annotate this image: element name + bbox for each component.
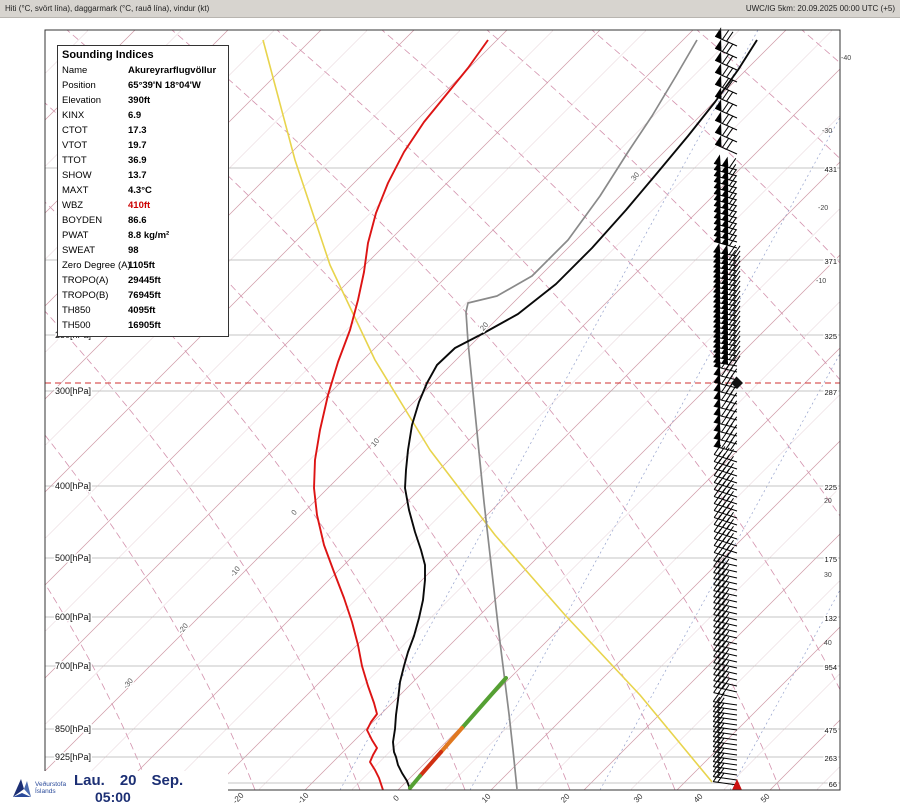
index-row: BOYDEN 86.6 <box>62 215 147 226</box>
svg-text:40: 40 <box>692 792 705 805</box>
svg-text:-20: -20 <box>818 205 828 212</box>
svg-text:175: 175 <box>824 555 837 564</box>
index-row: MAXT 4.3°C <box>62 185 152 196</box>
isotherm-grid <box>45 30 840 790</box>
index-row: CTOT 17.3 <box>62 125 147 136</box>
met-office-logo-icon <box>13 779 31 797</box>
svg-text:300[hPa]: 300[hPa] <box>55 386 91 396</box>
dewpoint-curve <box>313 39 489 790</box>
curves-layer <box>262 39 758 790</box>
svg-text:371: 371 <box>824 257 837 266</box>
index-row: Zero Degree (A) 1105ft <box>62 260 155 271</box>
svg-text:-40: -40 <box>841 55 851 62</box>
svg-text:50: 50 <box>759 792 772 805</box>
svg-text:225: 225 <box>824 483 837 492</box>
svg-text:132: 132 <box>824 614 837 623</box>
index-row: Position 65°39'N 18°04'W <box>62 80 201 91</box>
met-office-logo-text: Veðurstofa Íslands <box>35 780 67 795</box>
index-row: SWEAT 98 <box>62 245 139 256</box>
svg-text:850[hPa]: 850[hPa] <box>55 724 91 734</box>
model-run-text: UWC/IG 5km: 20.09.2025 00:00 UTC (+5) <box>745 4 895 13</box>
index-row: TTOT 36.9 <box>62 155 147 166</box>
index-row: SHOW 13.7 <box>62 170 147 181</box>
met-office-logo: Veðurstofa Íslands <box>12 777 66 799</box>
footer-time: 05:00 <box>95 789 131 805</box>
svg-text:600[hPa]: 600[hPa] <box>55 612 91 622</box>
indices-rows: Name Akureyrarflugvöllur Position 65°39'N 1… <box>62 63 225 333</box>
svg-text:700[hPa]: 700[hPa] <box>55 661 91 671</box>
svg-text:325: 325 <box>824 332 837 341</box>
plot-border <box>44 29 841 791</box>
svg-text:20: 20 <box>559 792 572 805</box>
temperature-curve <box>392 39 758 790</box>
legend-text: Hiti (°C, svört lína), daggarmark (°C, r… <box>5 4 210 13</box>
svg-text:-10: -10 <box>296 791 311 806</box>
moist-adiabat-curve <box>262 39 713 783</box>
svg-text:475: 475 <box>824 726 837 735</box>
cape-segment <box>418 750 443 778</box>
svg-text:30: 30 <box>824 572 832 579</box>
sounding-indices-panel: Sounding Indices Name Akureyrarflugvöllur… <box>57 45 229 337</box>
cape-segment <box>408 774 422 790</box>
svg-text:-20: -20 <box>231 791 246 806</box>
svg-text:263: 263 <box>824 754 837 763</box>
svg-text:0: 0 <box>289 508 299 517</box>
index-row: PWAT 8.8 kg/m² <box>62 230 170 241</box>
index-row: TROPO(B) 76945ft <box>62 290 161 301</box>
cape-segment <box>439 726 464 754</box>
index-row: TH500 16905ft <box>62 320 161 331</box>
cape-segment <box>460 676 508 730</box>
footer-bar: Veðurstofa Íslands Lau. 20 Sep. 05:00 <box>0 771 228 808</box>
svg-text:400[hPa]: 400[hPa] <box>55 481 91 491</box>
tropopause-marker <box>731 377 743 389</box>
wind-barb-column <box>712 27 743 790</box>
svg-text:500[hPa]: 500[hPa] <box>55 553 91 563</box>
index-row: TROPO(A) 29445ft <box>62 275 161 286</box>
svg-text:925[hPa]: 925[hPa] <box>55 752 91 762</box>
svg-text:431: 431 <box>824 165 837 174</box>
svg-text:287: 287 <box>824 388 837 397</box>
svg-text:954: 954 <box>824 663 837 672</box>
svg-text:40: 40 <box>824 640 832 647</box>
svg-text:20: 20 <box>824 498 832 505</box>
footer-day: Lau. <box>74 772 105 789</box>
index-row: WBZ 410ft <box>62 200 151 211</box>
svg-text:10: 10 <box>480 792 493 805</box>
index-row: TH850 4095ft <box>62 305 156 316</box>
index-row: KINX 6.9 <box>62 110 142 121</box>
svg-text:66: 66 <box>829 780 837 789</box>
svg-text:-10: -10 <box>816 278 826 285</box>
svg-text:0: 0 <box>391 793 401 803</box>
indices-title: Sounding Indices <box>62 49 154 61</box>
footer-month: Sep. <box>151 772 184 789</box>
index-row: Name Akureyrarflugvöllur <box>62 65 217 76</box>
footer-date: 20 <box>119 772 137 789</box>
surface-wind-marker <box>732 779 742 790</box>
svg-text:30: 30 <box>632 792 645 805</box>
footer-datetime: Lau. 20 Sep. 05:00 <box>74 772 183 805</box>
top-status-bar: Hiti (°C, svört lína), daggarmark (°C, r… <box>0 0 900 18</box>
svg-text:-30: -30 <box>822 128 832 135</box>
parcel-curve <box>465 39 698 790</box>
index-row: Elevation 390ft <box>62 95 151 106</box>
index-row: VTOT 19.7 <box>62 140 147 151</box>
